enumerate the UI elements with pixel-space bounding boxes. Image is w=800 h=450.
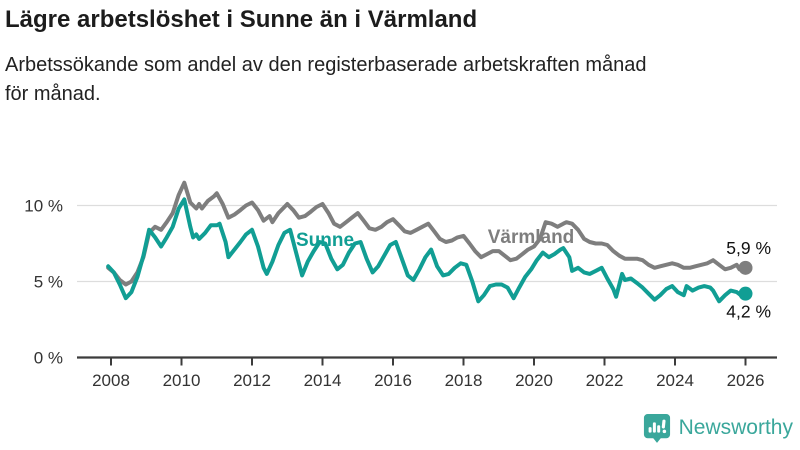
chart-svg: 0 % 5 % 10 % 2008 2010 2012 2014 2016 2018 2020 20…: [24, 180, 777, 390]
vrmland-series-label: Värmland: [488, 227, 575, 248]
sunne-line: [106, 197, 748, 304]
y-axis-label-10: 10 %: [24, 197, 63, 216]
vrmland-end-value-label: 5,9 %: [726, 238, 771, 258]
x-axis-label-2014: 2014: [304, 371, 342, 390]
x-axis-label-2020: 2020: [515, 371, 553, 390]
y-axis-label-0: 0 %: [34, 349, 63, 368]
y-axis-label-5: 5 %: [34, 273, 63, 292]
x-axis-label-2016: 2016: [374, 371, 412, 390]
chart-subtitle: Arbetssökande som andel av den registerb…: [5, 51, 797, 109]
page-title: Lägre arbetslöshet i Sunne än i Värmland: [5, 6, 478, 33]
x-axis-label-2012: 2012: [233, 371, 271, 390]
subtitle-line-2: för månad.: [5, 83, 101, 105]
sunne-end-dot: [738, 286, 753, 301]
subtitle-line-1: Arbetssökande som andel av den registerb…: [5, 54, 647, 76]
x-axis-label-2018: 2018: [445, 371, 483, 390]
x-axis-label-2026: 2026: [727, 371, 765, 390]
chart-header: Lägre arbetslöshet i Sunne än i Värmland…: [5, 6, 797, 109]
newsworthy-logo: Newsworthy: [643, 413, 793, 443]
newsworthy-logo-icon: [643, 414, 670, 443]
sunne-series-label: Sunne: [296, 230, 354, 251]
vrmland-end-dot: [738, 260, 753, 275]
x-axis-label-2024: 2024: [656, 371, 694, 390]
sunne-end-value-label: 4,2 %: [726, 302, 771, 322]
x-axis-label-2022: 2022: [586, 371, 624, 390]
x-axis-label-2010: 2010: [163, 371, 201, 390]
vrmland-line: [106, 180, 748, 287]
line-chart: 0 % 5 % 10 % 2008 2010 2012 2014 2016 2018 2020 20…: [0, 158, 800, 408]
newsworthy-logo-text: Newsworthy: [678, 416, 793, 439]
x-axis-label-2008: 2008: [92, 371, 130, 390]
